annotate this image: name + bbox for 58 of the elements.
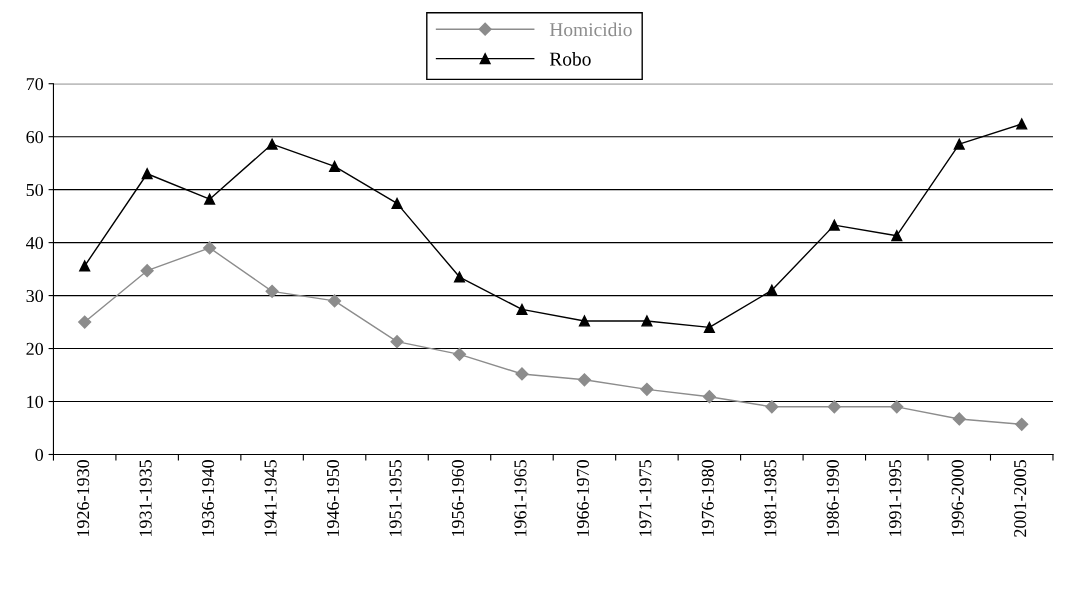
- point: [827, 400, 841, 414]
- point: [78, 315, 92, 329]
- point: [390, 335, 404, 349]
- x-tick-label: 1971-1975: [639, 460, 652, 536]
- point: [891, 230, 903, 242]
- point: [640, 382, 654, 396]
- x-tick-label: 1981-1985: [764, 460, 777, 536]
- point: [765, 400, 779, 414]
- point: [79, 260, 91, 272]
- y-tick-label: 50: [26, 183, 44, 197]
- y-tick-label: 60: [26, 130, 44, 144]
- point: [1016, 118, 1028, 130]
- x-tick-label: 1976-1980: [701, 460, 714, 536]
- point: [265, 284, 279, 298]
- point: [578, 315, 590, 327]
- point: [204, 193, 216, 205]
- x-tick-label: 1951-1955: [389, 460, 402, 536]
- point: [141, 168, 153, 180]
- point: [140, 264, 154, 278]
- point: [1015, 417, 1029, 431]
- point: [952, 412, 966, 426]
- text: Homicidio: [549, 22, 632, 37]
- x-tick-label: 1956-1960: [451, 460, 465, 536]
- point: [327, 294, 342, 308]
- y-tick-label: 10: [27, 395, 44, 408]
- y-tick-label: 0: [35, 448, 44, 461]
- point: [577, 373, 592, 387]
- point: [203, 241, 217, 255]
- y-tick-label: 40: [26, 236, 44, 250]
- point: [641, 315, 653, 327]
- x-tick-label: 1926-1930: [77, 460, 90, 536]
- point: [766, 284, 778, 296]
- x-tick-label: 1986-1990: [826, 460, 839, 536]
- point: [703, 321, 715, 333]
- point: [890, 400, 904, 414]
- y-tick-label: 20: [26, 342, 44, 355]
- x-tick-label: 1991-1995: [889, 460, 902, 536]
- point: [329, 160, 341, 172]
- x-tick-label: 1946-1950: [326, 460, 340, 536]
- x-tick-label: 1996-2000: [951, 460, 964, 536]
- x-tick-label: 1931-1935: [139, 460, 152, 536]
- x-tick-label: 1961-1965: [514, 460, 527, 536]
- point: [452, 347, 467, 361]
- x-tick-label: 1941-1945: [264, 460, 277, 536]
- point: [515, 367, 529, 381]
- point: [453, 271, 466, 283]
- x-tick-label: 1936-1940: [201, 460, 215, 536]
- x-tick-label: 2001-2005: [1014, 460, 1027, 537]
- point: [516, 303, 528, 315]
- x-tick-label: 1966-1970: [576, 460, 589, 536]
- point: [953, 138, 965, 150]
- text: Robo: [549, 51, 591, 66]
- point: [391, 197, 403, 209]
- point: [266, 138, 278, 150]
- y-tick-label: 30: [26, 289, 44, 303]
- y-tick-label: 70: [26, 77, 44, 91]
- point: [702, 390, 716, 404]
- point: [828, 219, 840, 231]
